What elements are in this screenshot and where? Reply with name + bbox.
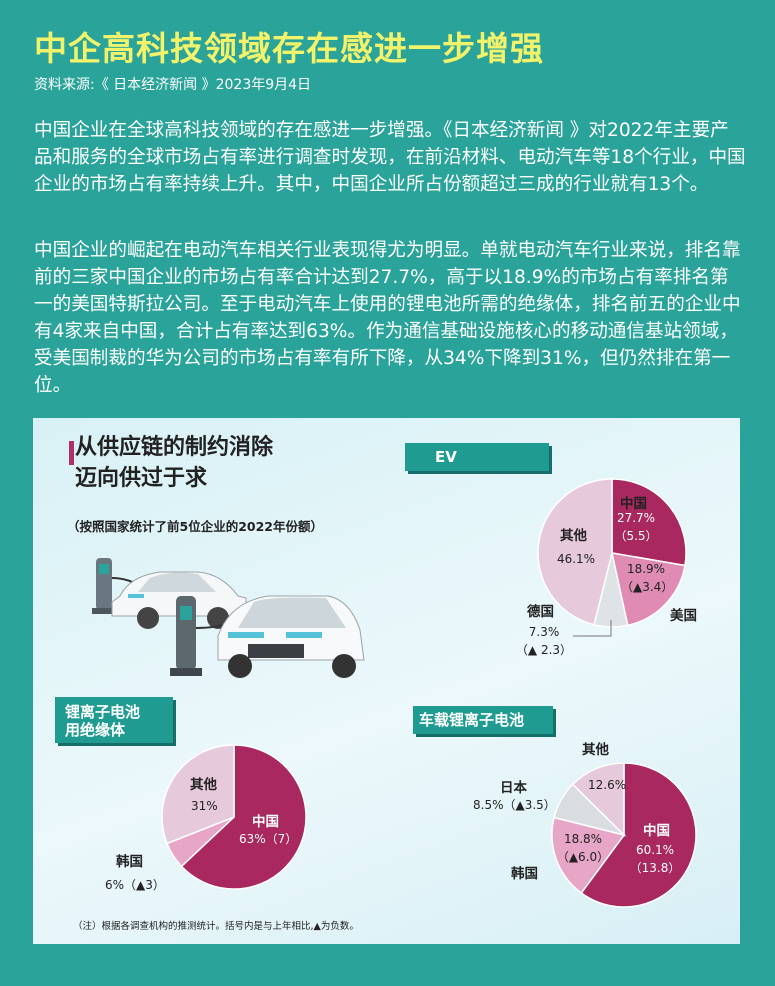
- car-slice-korea: [551, 816, 626, 895]
- ev-chart-title: EV: [405, 443, 549, 471]
- ev-value-germany: 7.3%: [528, 625, 560, 639]
- car-label-other: 其他: [582, 742, 609, 758]
- car-slice-other: [571, 762, 625, 837]
- panel-title-line2: 迈向供过于求: [75, 466, 208, 491]
- panel-title-line1: 从供应链的制约消除: [75, 435, 274, 460]
- car-back-icon: [111, 571, 247, 629]
- ev-change-usa: （▲3.4）: [621, 580, 674, 594]
- ins-label-korea: 韩国: [116, 854, 143, 870]
- auto-battery-pie-chart: [551, 762, 697, 908]
- car-label-korea: 韩国: [511, 866, 538, 882]
- ev-value-usa: 18.9%: [626, 562, 666, 576]
- auto-battery-chart-title: 车载锂离子电池: [413, 706, 553, 734]
- ins-label-china: 中国: [252, 814, 279, 830]
- ins-label-other: 其他: [190, 777, 217, 793]
- ins-slice-china: [180, 744, 307, 890]
- panel-subtitle: （按照国家统计了前5位企业的2022年份额）: [67, 519, 323, 534]
- ins-value-other: 31%: [191, 799, 218, 813]
- car-slice-china: [580, 762, 697, 908]
- car-value-japan: 8.5%（▲3.5）: [473, 798, 556, 812]
- ev-slice-other: [537, 478, 613, 626]
- source-line: 资料来源:《 日本经济新闻 》2023年9月4日: [34, 77, 312, 93]
- ev-value-other: 46.1%: [556, 552, 596, 566]
- ev-slice-china: [611, 478, 687, 567]
- car-value-other: 12.6%: [588, 778, 627, 792]
- insulator-title-line1: 锂离子电池: [65, 703, 141, 721]
- ev-charging-illustration: [92, 558, 365, 678]
- page-title: 中企高科技领域存在感进一步增强: [34, 29, 544, 68]
- ev-label-china: 中国: [620, 496, 647, 512]
- ev-label-germany: 德国: [527, 604, 554, 620]
- car-change-china: （13.8）: [629, 861, 681, 875]
- car-value-china: 60.1%: [635, 843, 675, 857]
- infographic-panel: 从供应链的制约消除 迈向供过于求 （按照国家统计了前5位企业的2022年份额）: [33, 418, 740, 944]
- insulator-chart-title: 锂离子电池 用绝缘体: [55, 697, 173, 743]
- footnote: （注）根据各调查机构的推测统计。括号内是与上年相比,▲为负数。: [73, 921, 359, 932]
- ins-slice-other: [161, 744, 235, 845]
- car-value-korea: 18.8%: [563, 832, 603, 846]
- panel-title: 从供应链的制约消除 迈向供过于求: [75, 432, 273, 494]
- title-accent-bar: [69, 441, 74, 465]
- car-change-korea: （▲6.0）: [556, 850, 610, 864]
- car-front-icon: [217, 595, 365, 678]
- insulator-title-line2: 用绝缘体: [65, 721, 126, 739]
- ins-value-china: 63%（7）: [239, 832, 298, 846]
- charger-front-icon: [170, 596, 255, 676]
- paragraph-1: 中国企业在全球高科技领域的存在感进一步增强。《日本经济新闻 》对2022年主要产…: [34, 120, 746, 195]
- ins-value-korea: 6%（▲3）: [105, 878, 165, 892]
- ev-pie-chart: [537, 478, 687, 628]
- car-label-japan: 日本: [500, 780, 527, 796]
- paragraph-2: 中国企业的崛起在电动汽车相关行业表现得尤为明显。单就电动汽车行业来说，排名靠前的…: [34, 240, 741, 396]
- ev-label-usa: 美国: [670, 608, 697, 624]
- car-label-china: 中国: [643, 823, 670, 839]
- ev-label-other: 其他: [560, 528, 587, 544]
- ev-change-china: （5.5）: [614, 529, 658, 543]
- ev-value-china: 27.7%: [616, 511, 656, 525]
- ev-germany-leader-line: [573, 620, 612, 637]
- ev-change-germany: （▲ 2.3）: [515, 643, 573, 657]
- ev-slice-usa: [611, 552, 686, 627]
- insulator-pie-chart: [161, 744, 307, 890]
